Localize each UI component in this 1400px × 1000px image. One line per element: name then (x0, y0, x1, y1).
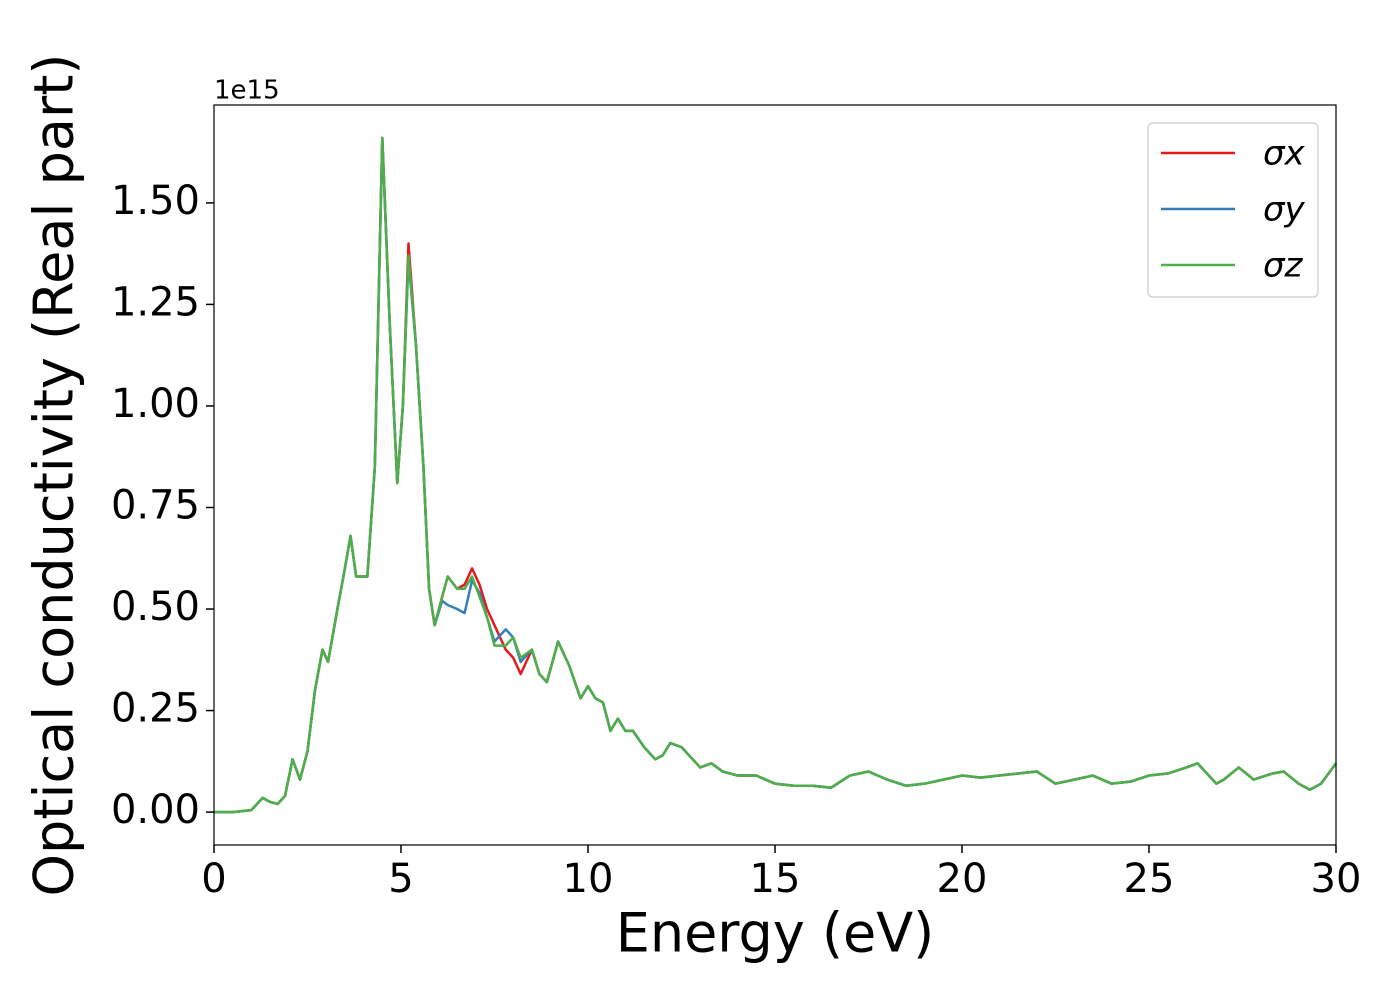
y-tick-label: 0.50 (111, 584, 200, 630)
y-axis-label: Optical conductivity (Real part) (23, 54, 86, 897)
y-tick-label: 0.00 (111, 787, 200, 833)
legend-label: σz (1263, 246, 1304, 286)
y-offset-label: 1e15 (214, 76, 280, 106)
x-tick-label: 30 (1311, 856, 1362, 902)
x-tick-label: 10 (563, 856, 614, 902)
y-tick-label: 1.00 (111, 381, 200, 427)
x-tick-label: 0 (201, 856, 226, 902)
series-line (214, 136, 1338, 814)
x-tick-label: 25 (1124, 856, 1175, 902)
y-tick-label: 1.50 (111, 178, 200, 224)
y-tick-label: 1.25 (111, 279, 200, 325)
plot-frame (213, 104, 1337, 846)
x-tick-label: 20 (937, 856, 988, 902)
x-axis-label: Energy (eV) (616, 902, 935, 965)
x-tick-label: 15 (750, 856, 801, 902)
y-tick-label: 0.75 (111, 482, 200, 528)
legend-label: σy (1263, 190, 1306, 230)
legend-label: σx (1263, 134, 1306, 174)
x-tick-label: 5 (388, 856, 413, 902)
y-tick-label: 0.25 (111, 686, 200, 732)
